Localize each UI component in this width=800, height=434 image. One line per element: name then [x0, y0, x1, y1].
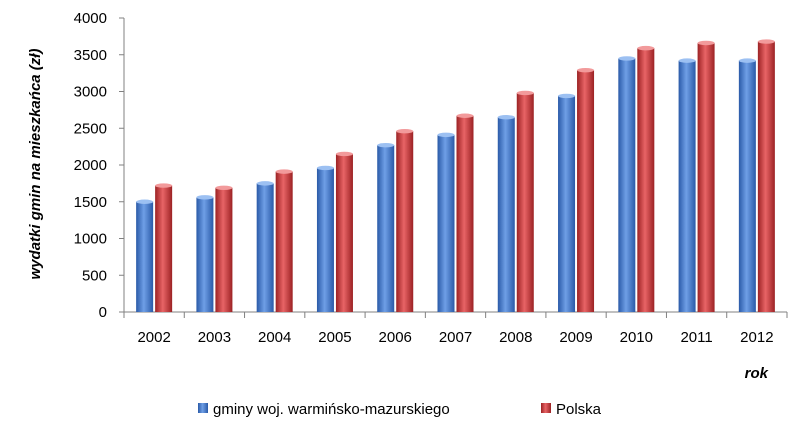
bars: [136, 39, 775, 313]
y-axis: 0 500 1000 1500 2000 2500 3000 3500 4000: [74, 10, 125, 321]
bar-series-1: [136, 201, 154, 312]
legend-label-series-2: Polska: [556, 401, 602, 418]
bar-series-1: [437, 134, 455, 312]
bar-cap-series-1: [558, 93, 576, 99]
y-tick-label: 2000: [74, 157, 107, 174]
bar-series-1: [678, 60, 696, 312]
x-tick-label: 2005: [318, 329, 351, 346]
bar-cap-series-2: [215, 185, 233, 190]
bar-series-1: [558, 95, 576, 312]
y-tick-label: 4000: [74, 10, 107, 27]
bar-cap-series-1: [377, 142, 395, 148]
bar-series-2: [516, 92, 534, 312]
bar-cap-series-2: [396, 128, 414, 134]
bar-series-1: [377, 145, 395, 312]
y-tick-label: 2500: [74, 120, 107, 137]
y-tick-label: 1500: [74, 194, 107, 211]
y-tick-label: 500: [82, 267, 107, 284]
bar-cap-series-1: [196, 195, 214, 200]
bar-cap-series-1: [497, 115, 515, 120]
bar-cap-series-2: [155, 183, 173, 188]
bar-series-2: [577, 70, 595, 312]
legend-swatch-series-2: [541, 403, 551, 413]
bar-cap-series-2: [335, 151, 353, 157]
y-axis-title: wydatki gmin na mieszkańca (zł): [27, 49, 44, 280]
bar-cap-series-1: [136, 199, 154, 204]
x-tick-label: 2008: [499, 329, 532, 346]
bar-series-1: [316, 167, 334, 312]
x-tick-label: 2011: [680, 329, 712, 346]
x-tick-label: 2003: [198, 329, 231, 346]
bar-cap-series-1: [738, 58, 756, 63]
x-tick-label: 2004: [258, 329, 291, 346]
x-tick-label: 2009: [559, 329, 592, 346]
legend-label-series-1: gminy woj. warmińsko-mazurskiego: [213, 401, 450, 418]
y-tick-label: 3000: [74, 84, 107, 101]
bar-series-1: [256, 183, 274, 312]
bar-cap-series-2: [577, 67, 595, 73]
y-tick-label: 3500: [74, 47, 107, 64]
bar-cap-series-1: [437, 132, 455, 138]
bar-cap-series-1: [678, 58, 696, 63]
bar-cap-series-2: [516, 90, 534, 96]
bar-series-2: [215, 187, 233, 312]
bar-series-2: [456, 115, 474, 312]
legend-swatch-series-1: [198, 403, 208, 413]
bar-cap-series-2: [697, 40, 715, 46]
bar-series-1: [618, 58, 636, 312]
bar-cap-series-1: [256, 181, 274, 186]
bar-cap-series-1: [618, 56, 636, 61]
bar-series-2: [757, 41, 775, 313]
bar-series-1: [497, 117, 515, 312]
bar-series-2: [637, 48, 655, 312]
bar-series-1: [738, 60, 756, 312]
x-tick-label: 2002: [137, 329, 170, 346]
legend: gminy woj. warmińsko-mazurskiego Polska: [198, 401, 602, 418]
bar-cap-series-2: [637, 45, 655, 51]
x-tick-label: 2007: [439, 329, 472, 346]
bar-cap-series-2: [757, 39, 775, 44]
bar-series-2: [155, 185, 173, 312]
x-tick-label: 2010: [620, 329, 653, 346]
bar-series-2: [335, 153, 353, 312]
x-tick-label: 2012: [740, 329, 773, 346]
x-tick-label: 2006: [379, 329, 412, 346]
y-tick-label: 1000: [74, 231, 107, 248]
x-axis: 2002 2003 2004 2005 2006 2007 2008 2009 2010 2011…: [123, 311, 788, 346]
bar-cap-series-2: [275, 169, 293, 174]
bar-series-2: [697, 42, 715, 313]
x-axis-title: rok: [745, 365, 769, 382]
bar-series-1: [196, 197, 214, 312]
bar-cap-series-1: [316, 165, 334, 171]
bar-cap-series-2: [456, 113, 474, 118]
bar-series-2: [396, 131, 414, 312]
bar-series-2: [275, 171, 293, 312]
y-tick-label: 0: [99, 304, 107, 321]
